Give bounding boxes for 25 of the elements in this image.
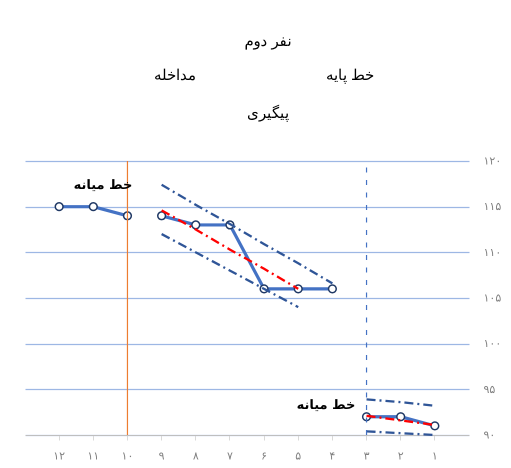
x-tick-label: ۴ [329,450,336,462]
x-tick-label: ۵ [295,450,302,462]
x-tick-label: ۶ [261,450,268,462]
x-tick-label: ۱۱ [87,450,100,462]
x-tick-label: ۱۰ [122,450,134,462]
text: پیگیری [247,104,289,123]
y-tick-label: ۹۰ [484,428,496,442]
y-tick-label: ۱۱۵ [484,200,502,214]
x-tick-label: ۱۲ [53,450,66,462]
y-tick-label: ۹۵ [484,382,496,396]
text: مداخله [154,67,196,85]
x-tick-label: ۱ [432,450,438,462]
x-tick-label: ۹ [158,450,165,462]
y-tick-label: ۱۰۰ [484,337,502,350]
y-tick-label: ۱۱۰ [484,246,502,259]
x-tick-label: ۷ [226,450,233,462]
x-tick-label: ۸ [192,450,199,462]
y-tick-label: ۱۰۵ [484,292,502,304]
annotation: خط میانه [296,398,356,413]
x-tick-label: ۳ [364,450,370,462]
x-tick-label: ۲ [398,450,404,462]
text: خط پایه [326,67,374,85]
y-tick-label: ۱۲۰ [484,154,502,168]
line-series [160,232,300,308]
chart-title: نفر دوم [244,33,292,51]
